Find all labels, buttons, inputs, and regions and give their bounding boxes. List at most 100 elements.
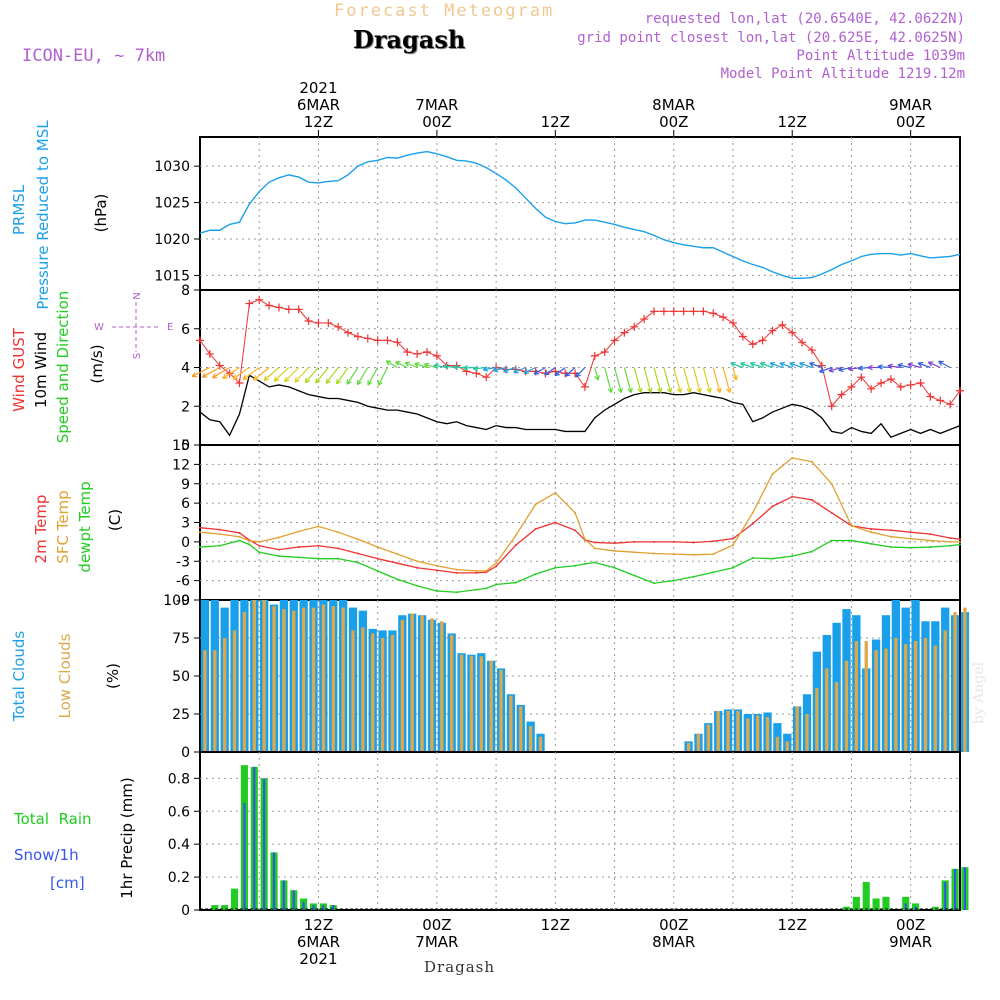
wind-direction-arrow: [623, 367, 633, 394]
temp-sfc-point: [633, 551, 636, 554]
bottom-time-label: 9MAR: [889, 933, 932, 951]
wind-direction-arrow: [191, 366, 211, 378]
low-cloud-bar: [301, 607, 306, 752]
snow-bar: [302, 901, 305, 910]
low-cloud-bar: [894, 638, 898, 752]
low-cloud-bar: [736, 710, 740, 752]
gust-marker: [768, 326, 777, 335]
temp-sfc-point: [583, 538, 586, 541]
gust-marker: [571, 369, 580, 378]
wind-arrow-head: [252, 375, 259, 381]
grid-point-coords: grid point closest lon,lat (20.625E, 42.…: [577, 30, 965, 46]
top-time-label: 6MAR: [297, 96, 340, 114]
wind-direction-arrow: [702, 367, 712, 394]
temp-sfc-point: [692, 553, 695, 556]
temp-sfc-line: [199, 457, 960, 572]
low-cloud-bar: [489, 660, 493, 752]
y-tick-label: 0: [181, 745, 190, 761]
gust-marker: [462, 367, 471, 376]
wind-direction-arrow: [819, 366, 832, 374]
temp-2m-point: [317, 544, 320, 547]
temp-sfc-point: [337, 531, 340, 534]
wind-direction-arrow: [673, 367, 683, 394]
wind-direction-arrow: [503, 366, 517, 373]
gust-marker: [956, 386, 964, 395]
gust-marker: [926, 392, 935, 401]
temp-2m-point: [534, 527, 537, 530]
low-cloud-bar: [716, 710, 720, 752]
wind-arrow-head: [647, 387, 653, 394]
gust-marker: [245, 299, 254, 308]
wind-direction-arrow: [472, 365, 487, 372]
low-cloud-bar: [805, 714, 809, 752]
wind-arrow-head: [443, 363, 449, 370]
wind-direction-arrow: [294, 367, 310, 383]
wind-arrow-shaft: [533, 366, 546, 375]
wind-arrow-head: [789, 361, 795, 368]
rain-bar: [211, 905, 219, 910]
temp-dewpt-point: [771, 557, 774, 560]
low-cloud-bar: [913, 641, 918, 752]
temp-sfc-point: [199, 531, 201, 534]
temp-dewpt-point: [593, 561, 596, 564]
rain-bar: [852, 896, 860, 910]
wind-direction-arrow: [423, 362, 438, 369]
y-tick-label: 25: [172, 707, 190, 723]
wind-direction-arrow: [897, 362, 911, 369]
low-cloud-bar: [242, 612, 247, 752]
top-time-label: 7MAR: [415, 96, 458, 114]
gust-marker: [334, 322, 343, 331]
low-cloud-bar: [765, 717, 770, 752]
y-tick-label: 3: [181, 516, 190, 532]
wind-direction-arrow: [404, 361, 418, 369]
snow-bar: [312, 905, 315, 910]
temp-sfc-point: [416, 560, 419, 563]
temp-2m-point: [909, 531, 912, 534]
temp-label-2m: 2m Temp: [32, 495, 50, 564]
wind-arrow-head: [627, 387, 633, 394]
compass-east: E: [167, 322, 173, 333]
gust-marker: [738, 332, 747, 341]
wind-direction-arrow: [385, 360, 398, 369]
bottom-time-label: 00Z: [896, 916, 925, 934]
bottom-time-label: 2021: [299, 950, 337, 968]
wind-arrow-shaft: [819, 366, 832, 373]
snow-bar: [243, 803, 246, 910]
temp-dewpt-point: [218, 544, 221, 547]
wind-arrow-shaft: [336, 367, 349, 385]
precip-label-rain: Total Rain: [13, 810, 92, 828]
panel-frame: [199, 751, 961, 911]
low-cloud-bar: [351, 630, 355, 752]
wind-arrow-shaft: [683, 367, 691, 393]
wind-arrow-shaft: [740, 362, 753, 369]
wind-arrow-head: [325, 378, 331, 385]
snow-bar: [322, 905, 325, 910]
wind-arrow-head: [686, 387, 692, 394]
wind-arrow-head: [242, 374, 249, 381]
wind-direction-arrow: [828, 366, 842, 373]
gust-marker: [344, 328, 353, 337]
prmsl-line: [199, 150, 961, 280]
temp-2m-point: [258, 544, 261, 547]
low-cloud-bar: [459, 654, 464, 752]
low-cloud-bar: [479, 656, 483, 752]
temp-dewpt-point: [959, 543, 961, 546]
temp-dewpt-line: [199, 539, 961, 593]
watermark: by Angel: [971, 661, 987, 724]
temp-2m-point: [889, 529, 892, 532]
wind-direction-arrow: [232, 367, 250, 380]
temp-sfc-point: [959, 540, 961, 543]
y-tick-label: 1015: [154, 268, 190, 284]
wind-arrow-head: [706, 387, 712, 394]
wind-arrow-shaft: [273, 367, 290, 382]
temp-sfc-point: [277, 536, 280, 539]
temp-dewpt-point: [909, 546, 912, 549]
precip-unit: 1hr Precip (mm): [118, 777, 136, 898]
temp-dewpt-point: [633, 574, 636, 577]
wind-label-10m: 10m Wind: [32, 332, 50, 408]
wind-arrow-head: [433, 363, 439, 369]
wind-arrow-head: [564, 371, 571, 377]
wind-arrow-head: [732, 375, 738, 381]
pressure-unit: (hPa): [92, 194, 110, 233]
temp-2m-point: [416, 566, 419, 569]
